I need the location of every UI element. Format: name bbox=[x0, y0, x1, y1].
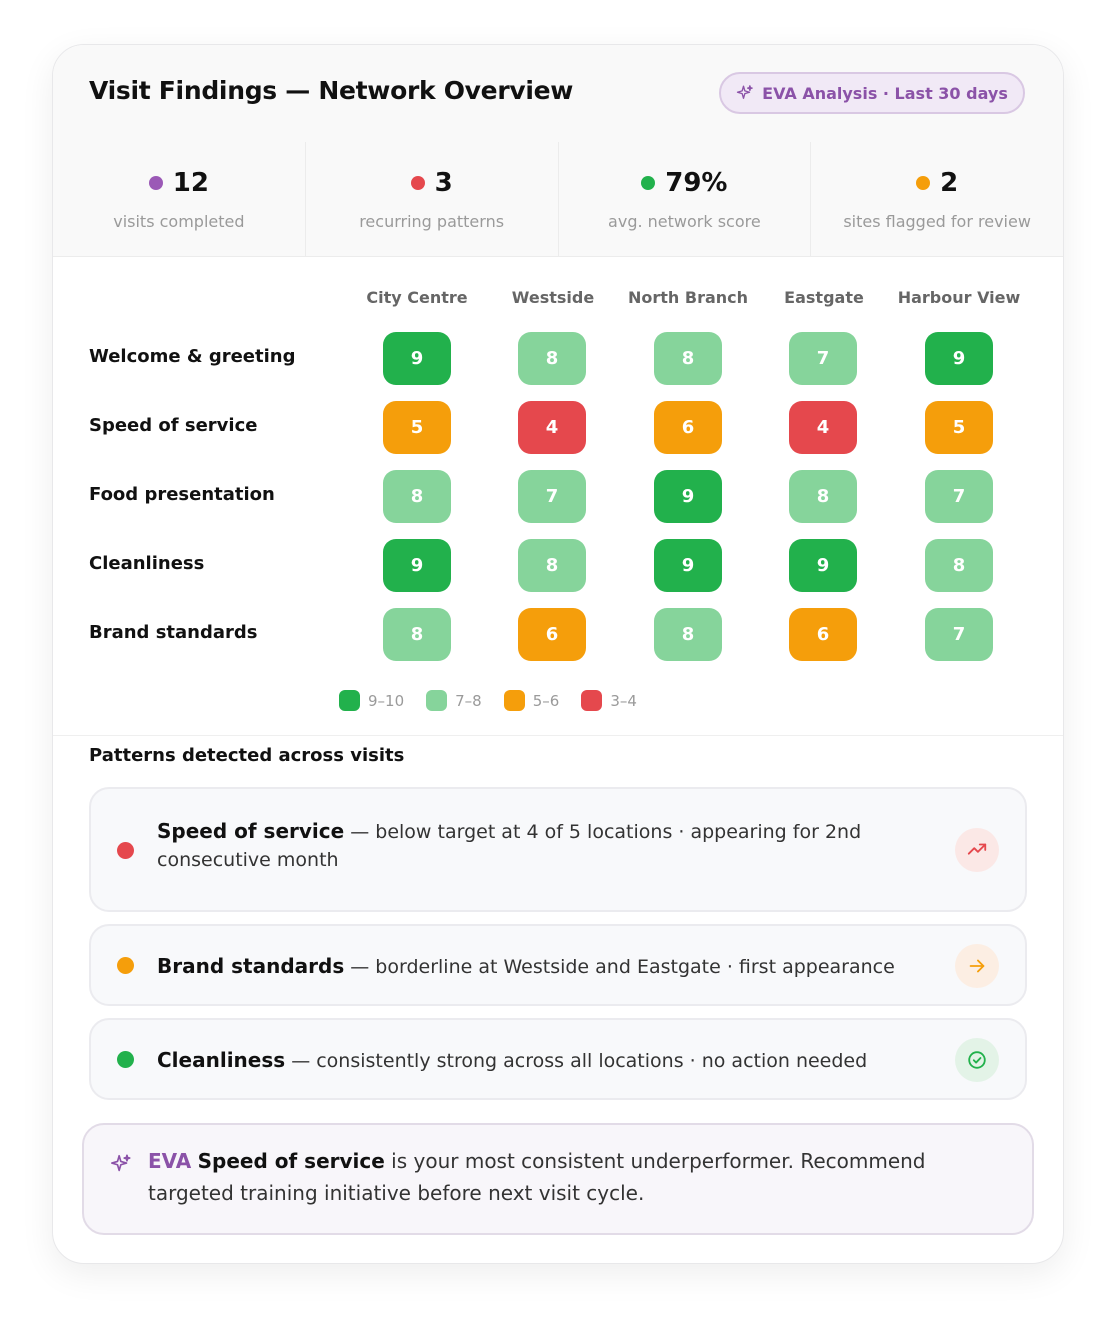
score-cell[interactable]: 8 bbox=[654, 332, 722, 385]
status-dot bbox=[410, 176, 425, 190]
card-header: Visit Findings — Network Overview EVA An… bbox=[53, 45, 1063, 143]
column-header-city-centre: City Centre bbox=[366, 288, 468, 307]
stat-recurring-patterns: 3 recurring patterns bbox=[305, 142, 559, 256]
score-cell[interactable]: 9 bbox=[925, 332, 993, 385]
eva-recommendation-text: EVA Speed of service is your most consis… bbox=[148, 1145, 1002, 1209]
score-cell[interactable]: 8 bbox=[383, 608, 451, 661]
stat-label: visits completed bbox=[113, 212, 245, 231]
eva-recommendation: EVA Speed of service is your most consis… bbox=[82, 1123, 1034, 1235]
page-title: Visit Findings — Network Overview bbox=[89, 76, 574, 105]
column-header-eastgate: Eastgate bbox=[784, 288, 864, 307]
row-label-cleanliness: Cleanliness bbox=[89, 553, 205, 574]
pattern-text: Cleanliness — consistently strong across… bbox=[157, 1046, 925, 1075]
status-dot bbox=[916, 176, 931, 190]
pattern-description: — borderline at Westside and Eastgate · … bbox=[344, 956, 895, 978]
legend-label: 3–4 bbox=[610, 691, 637, 710]
legend-swatch bbox=[339, 690, 360, 711]
legend-swatch bbox=[503, 690, 525, 711]
pattern-name: Cleanliness bbox=[157, 1048, 286, 1072]
sparkle-icon bbox=[736, 85, 753, 99]
column-header-harbour-view: Harbour View bbox=[897, 288, 1021, 307]
row-label-welcome-greeting: Welcome & greeting bbox=[89, 346, 296, 367]
row-label-speed-of-service: Speed of service bbox=[89, 415, 258, 436]
score-cell[interactable]: 7 bbox=[925, 470, 993, 523]
legend-item: 9–10 bbox=[339, 690, 404, 711]
legend-label: 7–8 bbox=[455, 691, 482, 710]
score-cell[interactable]: 6 bbox=[518, 608, 586, 661]
score-cell[interactable]: 9 bbox=[383, 539, 451, 592]
sparkle-icon bbox=[111, 1154, 131, 1172]
status-dot bbox=[117, 1051, 134, 1068]
stat-value: 12 bbox=[172, 168, 209, 198]
eva-message: is your most consistent underperformer. … bbox=[148, 1149, 926, 1205]
network-overview-card: Visit Findings — Network Overview EVA An… bbox=[52, 44, 1064, 1264]
stat-label: sites flagged for review bbox=[843, 212, 1031, 231]
score-cell[interactable]: 9 bbox=[654, 470, 722, 523]
pattern-card-speed-of-service[interactable]: Speed of service — below target at 4 of … bbox=[89, 787, 1027, 912]
score-cell[interactable]: 8 bbox=[383, 470, 451, 523]
eva-badge-label: EVA Analysis · Last 30 days bbox=[762, 83, 1008, 103]
pattern-card-cleanliness[interactable]: Cleanliness — consistently strong across… bbox=[89, 1018, 1027, 1100]
score-cell[interactable]: 6 bbox=[789, 608, 857, 661]
score-cell[interactable]: 8 bbox=[925, 539, 993, 592]
check-circle-icon[interactable] bbox=[955, 1038, 999, 1082]
column-header-north-branch: North Branch bbox=[627, 288, 749, 307]
score-cell[interactable]: 7 bbox=[789, 332, 857, 385]
score-legend: 9–10 7–8 5–6 3–4 bbox=[339, 690, 637, 711]
score-cell[interactable]: 7 bbox=[925, 608, 993, 661]
stat-visits-completed: 12 visits completed bbox=[53, 142, 306, 256]
score-cell[interactable]: 8 bbox=[789, 470, 857, 523]
score-cell[interactable]: 9 bbox=[383, 332, 451, 385]
pattern-card-brand-standards[interactable]: Brand standards — borderline at Westside… bbox=[89, 924, 1027, 1006]
eva-label: EVA bbox=[148, 1149, 192, 1173]
stat-label: recurring patterns bbox=[359, 212, 505, 231]
stat-avg-network-score: 79% avg. network score bbox=[558, 142, 812, 256]
legend-label: 9–10 bbox=[368, 691, 405, 710]
score-cell[interactable]: 9 bbox=[654, 539, 722, 592]
score-cell[interactable]: 7 bbox=[518, 470, 586, 523]
stat-value: 79% bbox=[665, 168, 728, 198]
status-dot bbox=[117, 957, 134, 974]
score-cell[interactable]: 6 bbox=[654, 401, 722, 454]
status-dot bbox=[148, 176, 163, 190]
legend-label: 5–6 bbox=[532, 691, 560, 710]
row-label-food-presentation: Food presentation bbox=[89, 484, 275, 505]
pattern-name: Brand standards bbox=[157, 954, 345, 978]
legend-item: 3–4 bbox=[581, 690, 637, 711]
score-cell[interactable]: 4 bbox=[789, 401, 857, 454]
score-cell[interactable]: 9 bbox=[789, 539, 857, 592]
score-cell[interactable]: 8 bbox=[654, 608, 722, 661]
stat-value: 3 bbox=[434, 168, 453, 198]
stat-sites-flagged: 2 sites flagged for review bbox=[811, 142, 1063, 256]
legend-item: 5–6 bbox=[503, 690, 560, 711]
pattern-text: Speed of service — below target at 4 of … bbox=[157, 817, 925, 874]
status-dot bbox=[117, 842, 134, 859]
score-cell[interactable]: 5 bbox=[925, 401, 993, 454]
eva-analysis-badge[interactable]: EVA Analysis · Last 30 days bbox=[719, 72, 1025, 114]
column-header-westside: Westside bbox=[511, 288, 595, 307]
stat-label: avg. network score bbox=[608, 212, 761, 231]
row-label-brand-standards: Brand standards bbox=[89, 622, 258, 643]
pattern-description: — below target at 4 of 5 locations · app… bbox=[157, 821, 862, 871]
score-cell[interactable]: 5 bbox=[383, 401, 451, 454]
arrow-right-icon[interactable] bbox=[955, 944, 999, 988]
legend-swatch bbox=[581, 690, 603, 711]
score-heatmap: City Centre Westside North Branch Eastga… bbox=[53, 256, 1063, 736]
stat-value: 2 bbox=[940, 168, 959, 198]
score-cell[interactable]: 8 bbox=[518, 539, 586, 592]
trend-up-icon[interactable] bbox=[955, 828, 999, 872]
section-divider bbox=[53, 735, 1063, 736]
pattern-name: Speed of service bbox=[157, 819, 345, 843]
score-cell[interactable]: 4 bbox=[518, 401, 586, 454]
pattern-description: — consistently strong across all locatio… bbox=[285, 1050, 868, 1072]
status-dot bbox=[641, 176, 656, 190]
patterns-section-title: Patterns detected across visits bbox=[89, 745, 405, 766]
score-cell[interactable]: 8 bbox=[518, 332, 586, 385]
legend-swatch bbox=[426, 690, 448, 711]
eva-highlight: Speed of service bbox=[197, 1149, 385, 1173]
legend-item: 7–8 bbox=[426, 690, 482, 711]
summary-stats: 12 visits completed 3 recurring patterns… bbox=[53, 142, 1063, 257]
pattern-text: Brand standards — borderline at Westside… bbox=[157, 952, 925, 981]
